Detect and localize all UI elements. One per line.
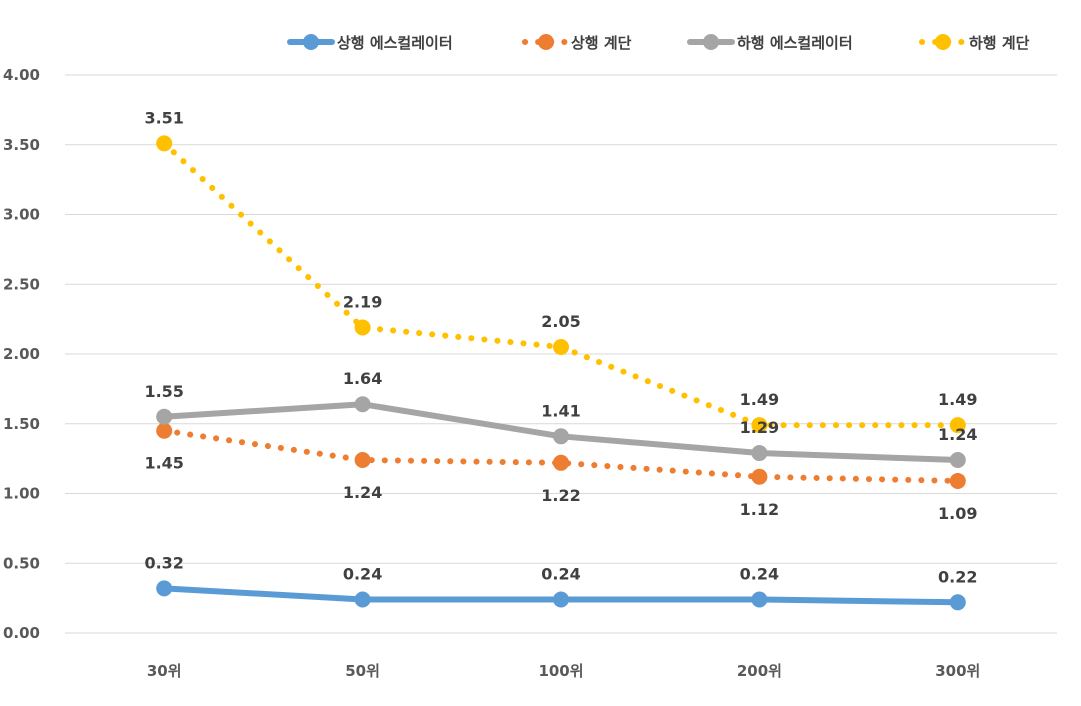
data-label: 1.64 [343, 369, 382, 388]
data-label: 3.51 [144, 108, 183, 127]
data-label: 0.24 [740, 565, 779, 584]
x-tick-label: 300위 [935, 662, 980, 680]
legend: 상행 에스컬레이터 상행 계단 하행 에스컬레이터 하행 계단 [287, 34, 1030, 52]
y-tick-label: 3.00 [3, 206, 40, 224]
y-tick-label: 2.50 [3, 275, 40, 293]
x-tick-label: 30위 [147, 662, 182, 680]
legend-item: 상행 계단 [522, 34, 632, 52]
data-label: 0.24 [343, 565, 382, 584]
data-point [553, 339, 569, 356]
data-point [949, 417, 966, 434]
legend-label: 하행 계단 [969, 34, 1030, 52]
y-tick-label: 3.50 [3, 136, 40, 154]
legend-swatch-marker [935, 34, 951, 50]
data-label: 1.49 [938, 390, 977, 409]
data-label: 1.24 [938, 425, 977, 444]
data-point [553, 591, 569, 608]
data-label: 1.12 [740, 500, 779, 519]
data-label: 1.24 [343, 483, 382, 502]
y-tick-label: 0.50 [3, 554, 40, 572]
legend-item: 하행 에스컬레이터 [687, 34, 853, 52]
data-labels: 0.32 0.24 0.24 0.24 0.22 1.45 1.24 1.22 1.12 1.09… [144, 108, 977, 586]
legend-label: 하행 에스컬레이터 [737, 34, 853, 52]
data-label: 1.49 [740, 390, 779, 409]
y-tick-label: 4.00 [3, 66, 40, 84]
data-point [949, 452, 966, 469]
data-point [156, 135, 173, 152]
data-point [156, 422, 173, 439]
y-tick-label: 0.00 [3, 624, 40, 642]
data-point [949, 594, 966, 611]
data-label: 2.19 [343, 292, 382, 311]
data-point [751, 417, 768, 434]
data-label: 0.22 [938, 567, 977, 586]
legend-item: 하행 계단 [919, 34, 1030, 52]
data-point [354, 591, 371, 608]
data-point [751, 445, 768, 462]
legend-swatch-marker [303, 34, 319, 50]
y-tick-label: 1.50 [3, 415, 40, 433]
legend-item: 상행 에스컬레이터 [287, 34, 453, 52]
data-point [354, 319, 371, 336]
data-label: 2.05 [541, 312, 580, 331]
data-point [354, 396, 371, 413]
data-point [354, 452, 371, 469]
y-tick-label: 2.00 [3, 345, 40, 363]
legend-swatch-marker [703, 34, 719, 50]
data-label: 1.29 [740, 418, 779, 437]
data-point [553, 428, 569, 445]
data-label: 1.09 [938, 504, 977, 523]
legend-swatch-marker [538, 34, 554, 50]
data-label: 1.22 [541, 486, 580, 505]
x-tick-label: 200위 [737, 662, 782, 680]
legend-label: 상행 에스컬레이터 [337, 34, 453, 52]
data-point [751, 468, 768, 485]
y-tick-label: 1.00 [3, 485, 40, 503]
data-point [156, 408, 173, 425]
series-line [161, 427, 961, 484]
data-label: 1.45 [144, 454, 183, 473]
data-label: 0.24 [541, 565, 580, 584]
data-point [751, 591, 768, 608]
x-axis-ticks: 30위 50위 100위 200위 300위 [147, 662, 981, 680]
y-axis-ticks: 0.00 0.50 1.00 1.50 2.00 2.50 3.00 3.50 4.00 [3, 66, 40, 642]
data-point [553, 454, 569, 471]
data-point [949, 472, 966, 489]
data-label: 0.32 [144, 553, 183, 572]
x-tick-label: 100위 [538, 662, 583, 680]
data-label: 1.41 [541, 401, 580, 420]
data-label: 1.55 [144, 382, 183, 401]
x-tick-label: 50위 [345, 662, 380, 680]
data-point [156, 580, 173, 597]
legend-label: 상행 계단 [571, 34, 632, 52]
series-lines [156, 135, 966, 611]
